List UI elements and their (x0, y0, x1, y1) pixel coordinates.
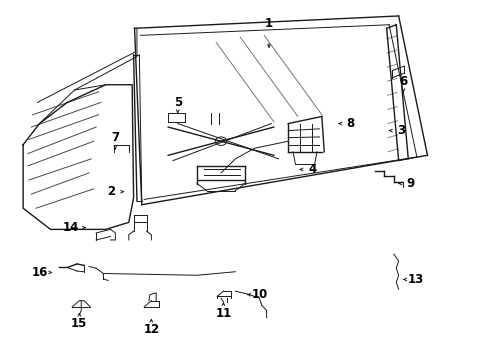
Text: 2: 2 (107, 185, 116, 198)
Text: 12: 12 (143, 323, 159, 337)
Text: 10: 10 (251, 288, 268, 301)
Text: 4: 4 (308, 163, 317, 176)
Text: 8: 8 (346, 117, 355, 130)
Text: 15: 15 (71, 318, 88, 330)
Text: 5: 5 (173, 96, 182, 109)
Text: 3: 3 (397, 124, 405, 137)
Text: 11: 11 (215, 307, 231, 320)
Text: 9: 9 (407, 177, 415, 190)
Text: 14: 14 (63, 221, 79, 234)
Text: 16: 16 (31, 266, 48, 279)
Text: 6: 6 (399, 75, 408, 88)
Text: 1: 1 (265, 17, 273, 30)
Text: 7: 7 (111, 131, 120, 144)
Text: 13: 13 (407, 273, 423, 286)
